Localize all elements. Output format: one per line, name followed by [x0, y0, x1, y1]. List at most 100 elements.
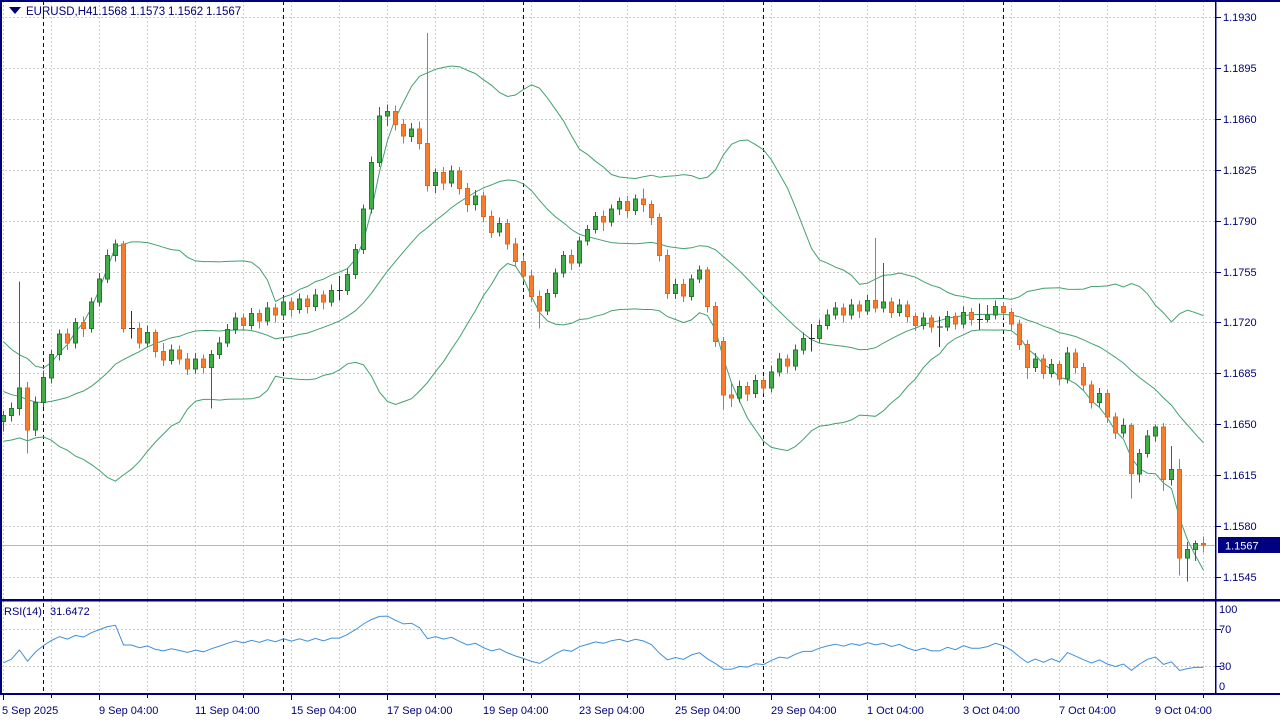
candle-body [1113, 416, 1118, 434]
bull-candle [73, 318, 78, 349]
time-axis-label: 25 Sep 04:00 [675, 705, 740, 717]
current-price-tag-text: 1.1567 [1225, 541, 1259, 553]
bear-candle [513, 238, 518, 268]
bear-candle [201, 354, 206, 374]
bull-candle [145, 325, 150, 348]
bear-candle [1081, 363, 1086, 391]
candle-body [1185, 548, 1190, 559]
candle-body [713, 306, 718, 342]
candle-body [361, 208, 366, 251]
candle-body [313, 294, 318, 307]
bear-candle [1177, 459, 1182, 576]
bear-candle [641, 188, 646, 212]
window-top-border [0, 0, 1280, 2]
bear-candle [665, 249, 670, 300]
candle-body [1161, 426, 1166, 481]
candle-body [857, 304, 862, 312]
candle-body [769, 371, 774, 389]
bull-candle [89, 297, 94, 333]
bull-candle [49, 350, 54, 384]
candle-body [345, 274, 350, 291]
candle-body [873, 300, 878, 309]
bull-candle [409, 123, 414, 143]
candle-body [1033, 358, 1038, 368]
symbol-dropdown-icon[interactable] [9, 7, 21, 14]
bear-candle [137, 322, 142, 349]
candle-body [657, 217, 662, 256]
bear-candle [905, 300, 910, 323]
candle-body [561, 255, 566, 274]
doji-candle [809, 323, 815, 352]
candle-body [1065, 352, 1070, 380]
bear-candle [889, 297, 894, 319]
candle-body [641, 198, 646, 206]
candle-body [689, 278, 694, 297]
bull-candle [9, 402, 14, 422]
time-axis-label: 1 Oct 04:00 [867, 705, 924, 717]
price-axis-label: 1.1755 [1223, 267, 1257, 279]
candle-body [1129, 425, 1134, 475]
candle-body [41, 377, 46, 403]
candle-body [265, 307, 270, 322]
current-price-tag-box [1218, 537, 1280, 553]
bull-candle [577, 236, 582, 268]
bear-candle [1057, 360, 1062, 385]
bear-candle [1201, 536, 1206, 553]
candle-body [785, 358, 790, 367]
price-axis-label: 1.1685 [1223, 368, 1257, 380]
time-axis-label: 11 Sep 04:00 [195, 705, 260, 717]
symbol-readout: EURUSD,H4 1.1568 1.1573 1.1562 1.1567 [9, 6, 241, 18]
rsi-axis-label: 30 [1219, 661, 1231, 673]
time-axis-label: 19 Sep 04:00 [483, 705, 548, 717]
bull-candle [777, 353, 782, 377]
bear-candle [1113, 412, 1118, 439]
bull-candle [1185, 542, 1190, 582]
candle-body [1001, 306, 1006, 313]
bull-candle [33, 396, 38, 436]
candle-body [353, 249, 358, 275]
price-axis-label: 1.1860 [1223, 114, 1257, 126]
bollinger-upper-line [3, 65, 1204, 369]
candle-body [385, 111, 390, 117]
bull-candle [1097, 387, 1102, 407]
bull-candle [369, 156, 374, 214]
doji-candle [977, 303, 983, 330]
bear-candle [1105, 389, 1110, 423]
candle-body [297, 298, 302, 310]
doji-candle [337, 275, 343, 301]
time-axis-label: 23 Sep 04:00 [579, 705, 644, 717]
bear-candle [1073, 348, 1078, 374]
bollinger-bands-layer [3, 65, 1204, 571]
candle-body [409, 128, 414, 137]
candle-body [1049, 364, 1054, 374]
bear-candle [257, 309, 262, 329]
bull-candle [1, 411, 6, 432]
bull-candle [377, 107, 382, 167]
rsi-line [3, 615, 1204, 672]
candle-body [89, 301, 94, 329]
bear-candle [465, 182, 470, 212]
bull-candle [833, 302, 838, 320]
time-scale[interactable]: 5 Sep 2025 9 Sep 04:00 11 Sep 04:00 15 Sep … [2, 695, 1212, 717]
price-axis-label: 1.1650 [1223, 419, 1257, 431]
price-scale[interactable]: 1.1930 1.1895 1.1860 1.1825 1.1790 1.1755 1.17… [1216, 12, 1257, 693]
bear-candle [1017, 319, 1022, 351]
bull-candle [593, 211, 598, 234]
bear-candle [625, 195, 630, 218]
bull-candle [673, 278, 678, 300]
bull-candle [233, 312, 238, 335]
bull-candle [473, 190, 478, 211]
bull-candle [1169, 446, 1174, 486]
bull-candle [497, 217, 502, 237]
candle-body [777, 358, 782, 373]
bear-candle [529, 270, 534, 303]
bull-candle [1137, 449, 1142, 483]
candle-body [721, 340, 726, 396]
readout-low: 1.1562 [168, 6, 203, 18]
bear-candle [729, 382, 734, 407]
candle-body [473, 195, 478, 206]
candle-body [905, 304, 910, 318]
candle-body [193, 358, 198, 370]
candle-body [465, 188, 470, 206]
